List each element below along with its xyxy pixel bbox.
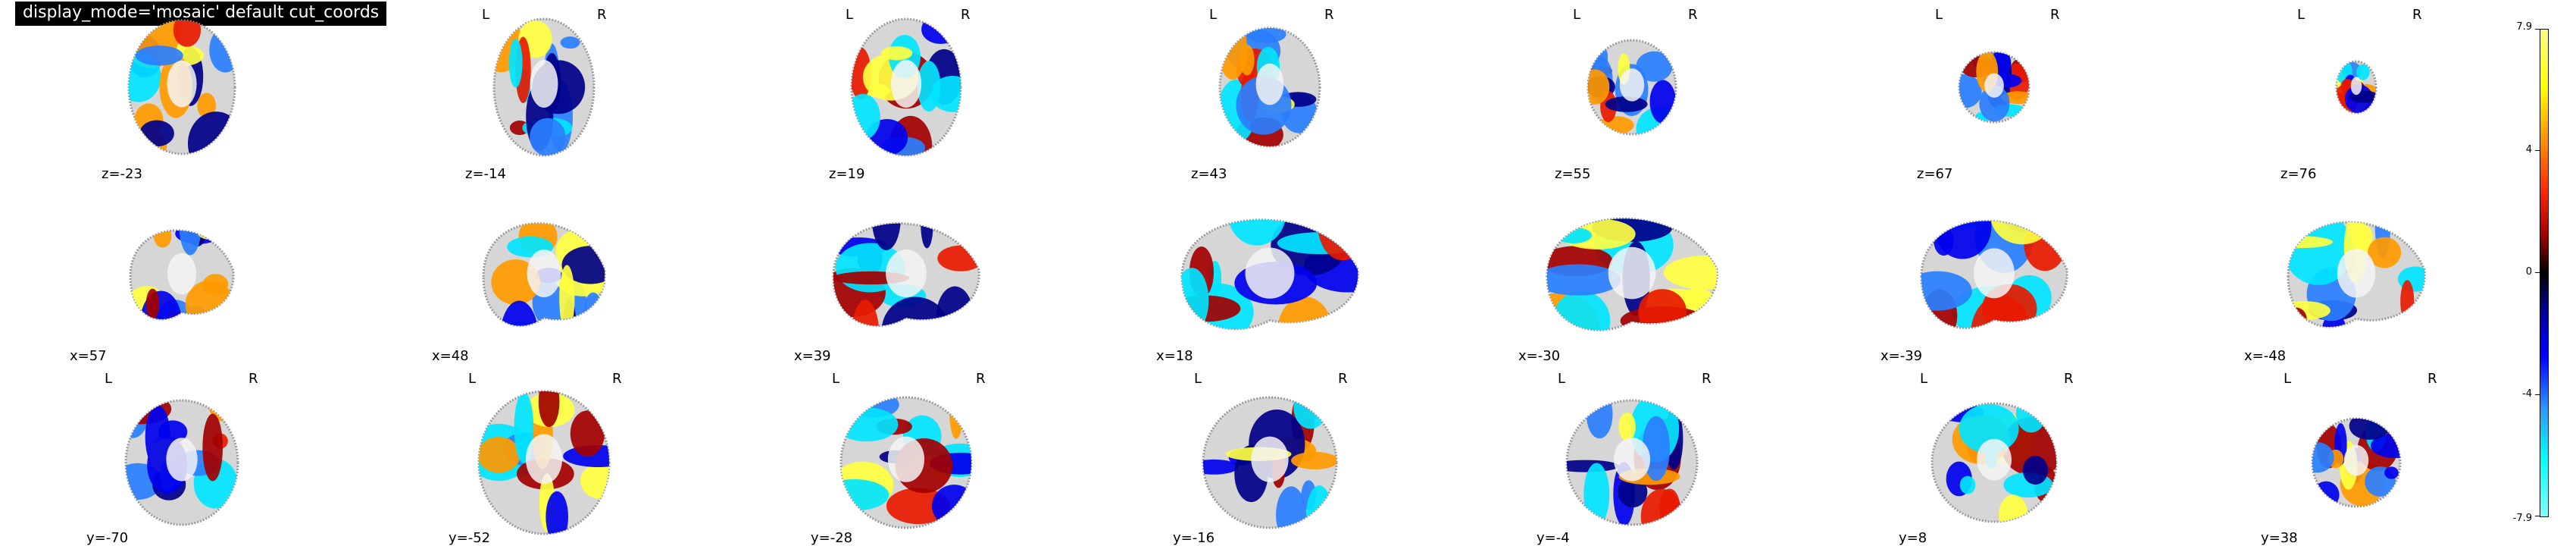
colorbar-tick	[2535, 29, 2540, 30]
orientation-right-label: R	[2064, 372, 2074, 386]
cut-coordinate-label: y=8	[1899, 532, 1927, 545]
orientation-left-label: L	[1209, 8, 1217, 22]
orientation-right-label: R	[249, 372, 258, 386]
colorbar-tick-label: 7.9	[2502, 21, 2532, 33]
brain-slice	[1932, 395, 2066, 534]
orientation-left-label: L	[1920, 372, 1927, 386]
cut-coordinate-label: z=-14	[465, 168, 506, 181]
brain-slice	[820, 384, 990, 528]
brain-slice	[1190, 386, 1339, 544]
colorbar-tick	[2535, 394, 2540, 395]
colorbar-tick-label: 4	[2502, 144, 2532, 155]
colorbar-tick-label: -4	[2502, 388, 2532, 400]
orientation-right-label: R	[2428, 372, 2437, 386]
cut-coordinate-label: x=18	[1156, 350, 1193, 363]
brain-slice	[2300, 412, 2420, 508]
cut-coordinate-label: x=-39	[1880, 350, 1922, 363]
orientation-left-label: L	[1935, 8, 1943, 22]
colorbar-tick	[2535, 272, 2540, 273]
brain-slice	[819, 185, 986, 368]
brain-slice	[1902, 185, 2067, 370]
orientation-left-label: L	[468, 372, 476, 386]
brain-slice	[1552, 390, 1697, 544]
orientation-right-label: R	[1338, 372, 1348, 386]
orientation-left-label: L	[846, 8, 853, 22]
orientation-left-label: L	[482, 8, 489, 22]
cut-coordinate-label: x=48	[432, 350, 469, 363]
colorbar-tick	[2535, 150, 2540, 151]
brain-slice	[122, 193, 235, 354]
brain-slice	[117, 0, 245, 175]
colorbar-tick-label: 0	[2502, 266, 2532, 278]
cut-coordinate-label: y=-28	[811, 532, 852, 545]
orientation-right-label: R	[976, 372, 986, 386]
cut-coordinate-label: x=39	[794, 350, 831, 363]
brain-slice	[846, 14, 974, 179]
colorbar-tick-label: -7.9	[2502, 513, 2532, 524]
orientation-left-label: L	[1194, 372, 1202, 386]
cut-coordinate-label: y=-52	[449, 532, 490, 545]
orientation-right-label: R	[2050, 8, 2060, 22]
orientation-right-label: R	[2412, 8, 2422, 22]
cut-coordinate-label: x=57	[70, 350, 107, 363]
orientation-right-label: R	[612, 372, 622, 386]
brain-slice	[475, 210, 618, 372]
brain-slice	[1518, 214, 1748, 356]
orientation-left-label: L	[2284, 372, 2291, 386]
cut-coordinate-label: z=-23	[102, 168, 142, 181]
cut-coordinate-label: y=-16	[1173, 532, 1215, 545]
cut-coordinate-label: y=38	[2261, 532, 2298, 545]
orientation-left-label: L	[2297, 8, 2305, 22]
orientation-left-label: L	[832, 372, 839, 386]
cut-coordinate-label: z=43	[1191, 168, 1227, 181]
cut-coordinate-label: z=19	[829, 168, 864, 181]
colorbar	[2540, 29, 2549, 517]
brain-slice	[1947, 50, 2035, 125]
orientation-right-label: R	[1688, 8, 1698, 22]
cut-coordinate-label: z=76	[2281, 168, 2316, 181]
brain-slice	[466, 376, 633, 542]
cut-coordinate-label: y=-70	[86, 532, 128, 545]
brain-slice	[479, 17, 594, 156]
cut-coordinate-label: y=-4	[1537, 532, 1570, 545]
cut-coordinate-label: z=67	[1917, 168, 1952, 181]
cut-coordinate-label: x=-48	[2244, 350, 2286, 363]
orientation-right-label: R	[1702, 372, 1712, 386]
orientation-right-label: R	[961, 8, 971, 22]
orientation-left-label: L	[1573, 8, 1580, 22]
cut-coordinate-label: x=-30	[1518, 350, 1560, 363]
cut-coordinate-label: z=55	[1555, 168, 1590, 181]
brain-slice	[110, 381, 242, 525]
brain-slice	[1576, 40, 1682, 151]
brain-slice	[2265, 191, 2433, 344]
orientation-left-label: L	[1558, 372, 1565, 386]
orientation-right-label: R	[1324, 8, 1334, 22]
brain-slice	[1170, 180, 1391, 365]
orientation-left-label: L	[105, 372, 112, 386]
orientation-right-label: R	[597, 8, 607, 22]
brain-slice	[2325, 60, 2381, 117]
brain-slice	[1218, 18, 1320, 152]
